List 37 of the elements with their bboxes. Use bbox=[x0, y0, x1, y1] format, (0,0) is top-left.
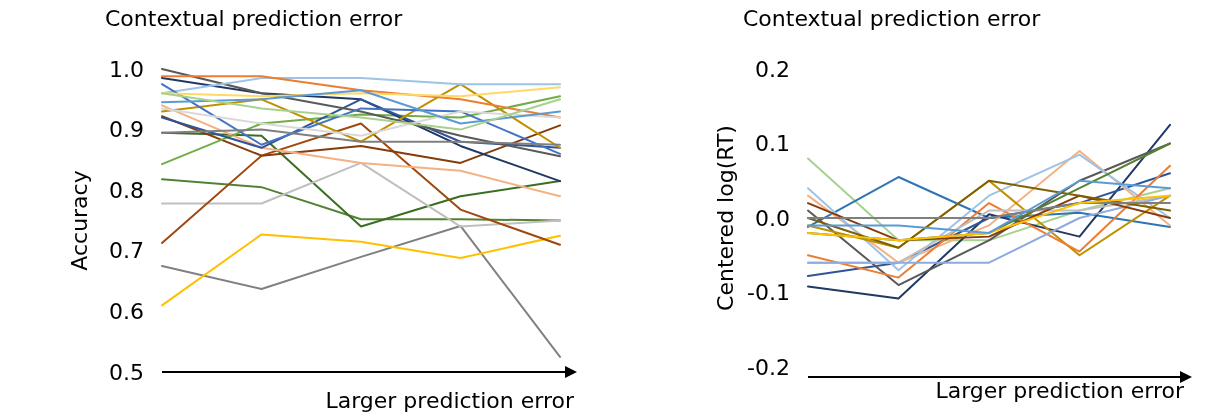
y-axis-title: Centered log(RT) bbox=[712, 125, 738, 311]
line-series bbox=[161, 122, 561, 246]
line-series bbox=[161, 77, 561, 183]
line-series bbox=[161, 104, 561, 198]
y-tick-label: -0.1 bbox=[747, 280, 790, 305]
y-tick-label: 0.7 bbox=[109, 238, 144, 264]
line-series bbox=[161, 178, 561, 222]
y-tick-label: 0.1 bbox=[755, 131, 790, 156]
line-series bbox=[161, 161, 561, 228]
y-axis-title: Accuracy bbox=[66, 170, 92, 271]
line-series bbox=[161, 89, 561, 125]
line-series bbox=[807, 194, 1171, 242]
line-series bbox=[161, 92, 561, 131]
y-tick-label: 0.6 bbox=[109, 298, 144, 324]
y-tick-label: 0.8 bbox=[109, 177, 144, 203]
chart-title: Contextual prediction error bbox=[105, 5, 404, 31]
line-series bbox=[807, 179, 1171, 234]
line-series bbox=[161, 115, 561, 164]
line-series bbox=[161, 98, 561, 149]
y-tick-label: 0.5 bbox=[109, 359, 144, 385]
line-series bbox=[161, 224, 561, 358]
line-series bbox=[161, 128, 561, 146]
line-series bbox=[807, 142, 1171, 287]
line-series bbox=[161, 68, 561, 158]
line-series bbox=[161, 95, 561, 166]
chart-title: Contextual prediction error bbox=[743, 5, 1042, 31]
line-series bbox=[807, 176, 1171, 228]
x-axis-title: Larger prediction error bbox=[935, 377, 1185, 403]
line-series bbox=[807, 123, 1171, 300]
y-tick-label: -0.2 bbox=[747, 354, 790, 380]
y-tick-label: 0.2 bbox=[755, 56, 790, 82]
line-series bbox=[161, 107, 561, 137]
y-tick-label: 0.9 bbox=[109, 117, 144, 143]
y-tick-label: 0.0 bbox=[755, 205, 790, 231]
line-series bbox=[161, 233, 561, 307]
y-tick-label: 1.0 bbox=[109, 56, 144, 82]
x-axis-title: Larger prediction error bbox=[325, 387, 575, 413]
